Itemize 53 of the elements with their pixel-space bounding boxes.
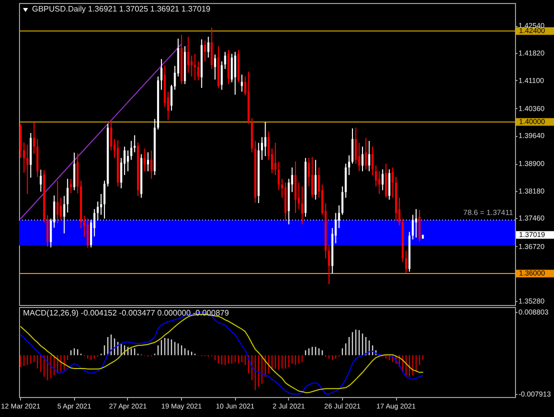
- candlestick: [341, 186, 344, 216]
- candlestick: [23, 142, 26, 174]
- candlestick: [60, 197, 62, 221]
- candlestick: [144, 148, 146, 172]
- candlestick: [160, 58, 162, 90]
- candlestick: [311, 156, 314, 198]
- candlestick: [372, 146, 374, 176]
- candlestick: [314, 159, 317, 200]
- candlestick: [190, 55, 193, 78]
- candlestick: [66, 178, 69, 214]
- candlestick: [240, 74, 243, 92]
- candlestick: [351, 128, 354, 164]
- candlestick: [26, 144, 28, 194]
- candlestick: [264, 121, 266, 157]
- candlestick: [384, 163, 387, 198]
- candlestick: [147, 152, 150, 172]
- candlestick: [33, 122, 36, 154]
- candlestick: [362, 146, 364, 172]
- candlestick: [204, 40, 206, 62]
- candlestick: [328, 244, 330, 285]
- candlestick: [70, 178, 72, 194]
- candlestick: [214, 54, 216, 80]
- candlestick: [126, 150, 129, 172]
- candlestick: [388, 168, 390, 200]
- candlestick: [63, 195, 66, 234]
- candlestick: [234, 51, 236, 96]
- candlestick: [207, 36, 210, 58]
- candlestick: [194, 53, 196, 81]
- candlestick: [56, 180, 59, 224]
- candlestick: [187, 36, 190, 74]
- candlestick: [170, 84, 172, 112]
- candlestick: [73, 152, 76, 191]
- candlestick: [301, 186, 304, 225]
- candlestick: [415, 208, 418, 238]
- candlestick: [40, 169, 42, 192]
- candlestick: [374, 165, 377, 187]
- candlestick: [392, 166, 394, 198]
- candlestick: [368, 140, 370, 172]
- candlestick: [103, 180, 106, 220]
- candlestick: [378, 170, 380, 194]
- candlestick: [418, 209, 420, 242]
- candlestick: [260, 136, 263, 160]
- chart-title: MACD(12,26,9) -0.004152 -0.003477 0.000000 -0.000879: [23, 308, 230, 318]
- candlestick: [364, 137, 367, 170]
- chart-title: GBPUSD.Daily 1.36921 1.37025 1.36921 1.37019: [32, 4, 211, 14]
- candlestick: [46, 214, 48, 248]
- candlestick: [210, 27, 213, 70]
- candlestick: [86, 218, 89, 248]
- candlestick: [405, 250, 408, 274]
- candlestick: [197, 60, 200, 81]
- candlestick: [150, 150, 152, 180]
- candlestick: [110, 120, 112, 151]
- candlestick: [382, 168, 384, 191]
